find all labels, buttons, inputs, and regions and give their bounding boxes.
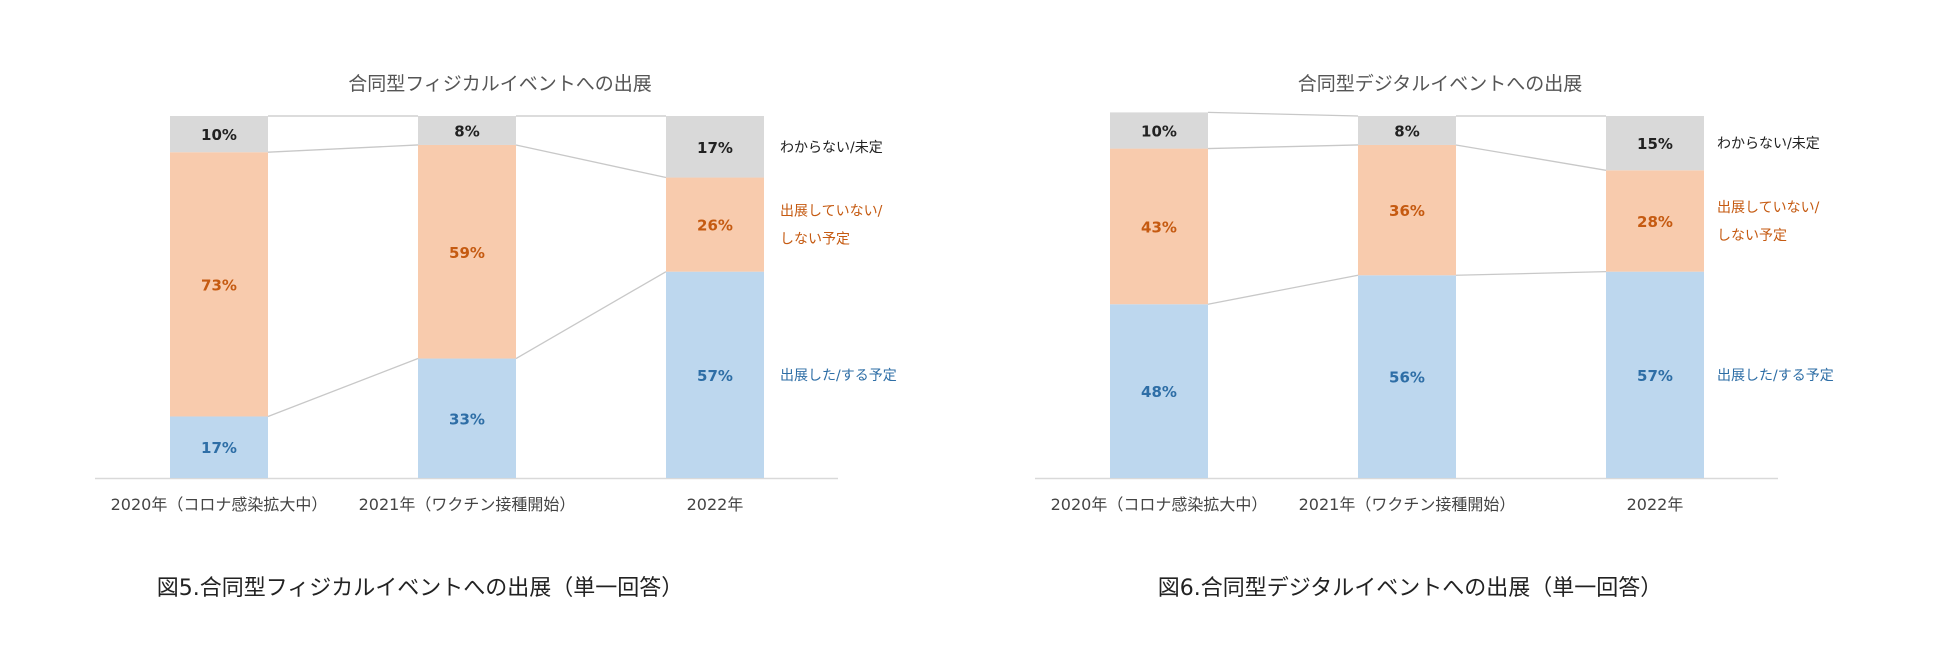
connector-line-yes: [1455, 271, 1607, 276]
connector-line-yes: [515, 271, 667, 360]
bar-segment-no: [1358, 144, 1456, 276]
data-label-unknown: 15%: [1637, 135, 1673, 153]
connector-line-no: [267, 144, 419, 153]
connector-line-yes: [267, 357, 419, 418]
connector-line-no: [1207, 144, 1359, 150]
figure-caption-6: 図6.合同型デジタルイベントへの出展（単一回答）: [1157, 576, 1663, 601]
bar-segment-yes: [170, 416, 268, 478]
chart-title: 合同型デジタルイベントへの出展: [1298, 73, 1583, 95]
legend-label-no: 出展していない/: [1717, 200, 1820, 216]
legend-label-yes: 出展した/する予定: [780, 368, 897, 384]
data-label-no: 59%: [449, 244, 485, 262]
data-label-no: 73%: [201, 276, 237, 294]
connector-line-no: [1455, 144, 1607, 171]
data-label-unknown: 8%: [1394, 122, 1419, 140]
data-label-yes: 48%: [1141, 383, 1177, 401]
bar-segment-yes: [418, 358, 516, 478]
category-label: 2022年: [1627, 495, 1684, 514]
chart-title: 合同型フィジカルイベントへの出展: [348, 73, 652, 95]
data-label-no: 43%: [1141, 218, 1177, 236]
category-label: 2022年: [687, 495, 744, 514]
bar-segment-yes: [1110, 304, 1208, 478]
category-label: 2020年（コロナ感染拡大中）: [111, 495, 328, 514]
bar-segment-no: [1110, 148, 1208, 305]
bar-segment-unknown: [1110, 112, 1208, 149]
bar-segment-yes: [666, 271, 764, 478]
connector-line-unknown: [1207, 111, 1359, 117]
bar-segment-unknown: [1606, 116, 1704, 171]
bar-segment-yes: [1606, 271, 1704, 478]
data-label-unknown: 17%: [697, 139, 733, 157]
category-label: 2021年（ワクチン接種開始）: [359, 495, 576, 514]
connector-line-no: [515, 144, 667, 179]
legend-label-unknown: わからない/未定: [1717, 136, 1820, 152]
figure-caption-5: 図5.合同型フィジカルイベントへの出展（単一回答）: [156, 576, 684, 601]
data-label-no: 28%: [1637, 213, 1673, 231]
bar-segment-no: [666, 177, 764, 272]
legend-label-unknown: わからない/未定: [780, 140, 883, 156]
connector-line-yes: [1207, 274, 1359, 305]
data-label-no: 26%: [697, 217, 733, 235]
legend-label-no: しない予定: [1717, 228, 1787, 244]
data-label-yes: 33%: [449, 410, 485, 428]
data-label-unknown: 10%: [201, 126, 237, 144]
bar-segment-unknown: [1358, 116, 1456, 145]
bar-segment-unknown: [666, 116, 764, 178]
bar-segment-unknown: [170, 116, 268, 153]
data-label-yes: 57%: [697, 367, 733, 385]
data-label-yes: 17%: [201, 439, 237, 457]
bar-segment-unknown: [418, 116, 516, 145]
data-label-yes: 56%: [1389, 369, 1425, 387]
category-label: 2021年（ワクチン接種開始）: [1299, 495, 1516, 514]
data-label-yes: 57%: [1637, 367, 1673, 385]
data-label-unknown: 10%: [1141, 122, 1177, 140]
legend-label-no: 出展していない/: [780, 204, 883, 220]
category-label: 2020年（コロナ感染拡大中）: [1051, 495, 1268, 514]
legend-label-no: しない予定: [780, 232, 850, 248]
data-label-unknown: 8%: [454, 122, 479, 140]
bar-segment-no: [418, 144, 516, 359]
bar-segment-no: [1606, 170, 1704, 272]
bar-segment-no: [170, 152, 268, 417]
data-label-no: 36%: [1389, 202, 1425, 220]
legend-label-yes: 出展した/する予定: [1717, 368, 1834, 384]
bar-segment-yes: [1358, 275, 1456, 478]
